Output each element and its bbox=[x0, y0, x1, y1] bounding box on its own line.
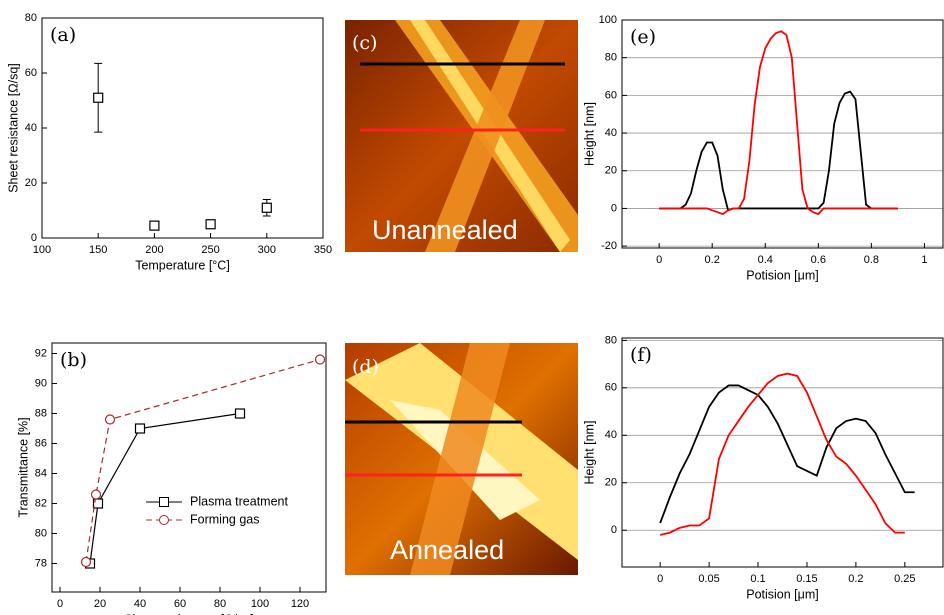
x-axis-label: Temperature [°C] bbox=[135, 258, 230, 272]
y-tick-label: 20 bbox=[605, 477, 617, 489]
marker bbox=[80, 556, 92, 568]
marker bbox=[314, 354, 326, 365]
plot-frame bbox=[41, 17, 324, 239]
y-tick-label: 80 bbox=[605, 334, 617, 346]
x-tick-label: 200 bbox=[145, 244, 163, 256]
x-tick-label: 40 bbox=[134, 598, 146, 610]
x-tick-label: 0.25 bbox=[894, 573, 915, 585]
series-line bbox=[659, 384, 915, 524]
x-tick-label: 0.15 bbox=[796, 573, 817, 585]
y-axis-label: Transmittance [%] bbox=[16, 417, 30, 517]
x-axis-label: Potision [μm] bbox=[746, 587, 819, 601]
x-tick-label: 0.2 bbox=[848, 573, 863, 585]
y-axis-label: Height [nm] bbox=[582, 102, 596, 166]
x-tick-label: 60 bbox=[174, 598, 186, 610]
legend-label: Plasma treatment bbox=[190, 494, 288, 508]
image-caption: Unannealed bbox=[372, 215, 518, 245]
x-axis-label: Sheet resistance [Ω/sq] bbox=[124, 612, 254, 615]
image-label: (d) bbox=[352, 356, 379, 378]
marker bbox=[90, 489, 102, 500]
y-tick-label: 40 bbox=[25, 122, 37, 134]
series-line bbox=[659, 30, 898, 216]
series-line bbox=[89, 412, 241, 564]
y-tick-label: 60 bbox=[605, 382, 617, 394]
marker bbox=[93, 92, 104, 103]
legend-label: Forming gas bbox=[190, 512, 259, 526]
panel-label: (f) bbox=[630, 344, 652, 366]
y-axis-label: Height [nm] bbox=[582, 421, 596, 485]
x-tick-label: 0.8 bbox=[864, 254, 879, 266]
y-tick-label: 88 bbox=[35, 407, 47, 419]
y-tick-label: 84 bbox=[35, 467, 47, 479]
x-tick-label: 100 bbox=[33, 244, 51, 256]
plot-frame bbox=[621, 337, 944, 568]
x-axis-label: Potision [μm] bbox=[746, 268, 819, 282]
x-tick-label: 100 bbox=[251, 598, 269, 610]
y-tick-label: 0 bbox=[31, 232, 37, 244]
marker bbox=[205, 219, 216, 230]
y-tick-label: 40 bbox=[605, 429, 617, 441]
x-tick-label: 0.1 bbox=[750, 573, 765, 585]
x-tick-label: 0.4 bbox=[758, 254, 773, 266]
image-caption: Annealed bbox=[390, 535, 504, 565]
y-tick-label: 92 bbox=[35, 347, 47, 359]
y-tick-label: -20 bbox=[601, 240, 617, 252]
y-tick-label: 80 bbox=[25, 12, 37, 24]
marker bbox=[104, 414, 116, 425]
series-line bbox=[659, 372, 905, 536]
x-tick-label: 20 bbox=[94, 598, 106, 610]
y-axis-label: Sheet resistance [Ω/sq] bbox=[6, 63, 20, 193]
x-tick-label: 0 bbox=[657, 573, 663, 585]
x-tick-label: 0 bbox=[57, 598, 63, 610]
image-label: (c) bbox=[352, 32, 377, 54]
x-tick-label: 150 bbox=[89, 244, 107, 256]
legend-marker bbox=[159, 515, 169, 525]
series-line bbox=[659, 90, 898, 212]
y-tick-label: 86 bbox=[35, 437, 47, 449]
x-tick-label: 0.6 bbox=[811, 254, 826, 266]
panel-label: (b) bbox=[60, 349, 87, 371]
afm-image-c: (c) Unannealed bbox=[345, 20, 578, 252]
y-tick-label: 20 bbox=[605, 165, 617, 177]
x-tick-label: 0 bbox=[656, 254, 662, 266]
x-tick-label: 0.2 bbox=[705, 254, 720, 266]
y-tick-label: 20 bbox=[25, 177, 37, 189]
y-tick-label: 100 bbox=[599, 14, 617, 26]
x-tick-label: 120 bbox=[291, 598, 309, 610]
plot-frame bbox=[621, 19, 944, 249]
marker bbox=[234, 408, 246, 419]
afm-image-d: (d) Annealed bbox=[345, 343, 578, 575]
legend-marker bbox=[159, 497, 169, 507]
y-tick-label: 82 bbox=[35, 497, 47, 509]
y-tick-label: 0 bbox=[611, 202, 617, 214]
panel-label: (e) bbox=[630, 26, 656, 48]
marker bbox=[149, 220, 160, 231]
x-tick-label: 0.05 bbox=[698, 573, 719, 585]
x-tick-label: 1 bbox=[921, 254, 927, 266]
y-tick-label: 0 bbox=[611, 524, 617, 536]
y-tick-label: 80 bbox=[35, 527, 47, 539]
y-tick-label: 60 bbox=[605, 89, 617, 101]
y-tick-label: 60 bbox=[25, 67, 37, 79]
marker bbox=[261, 202, 272, 213]
x-tick-label: 80 bbox=[214, 598, 226, 610]
y-tick-label: 40 bbox=[605, 127, 617, 139]
x-tick-label: 350 bbox=[314, 244, 332, 256]
x-tick-label: 250 bbox=[201, 244, 219, 256]
y-tick-label: 90 bbox=[35, 377, 47, 389]
plot-frame bbox=[51, 342, 327, 593]
panel-label: (a) bbox=[50, 24, 76, 46]
x-tick-label: 300 bbox=[258, 244, 276, 256]
y-tick-label: 78 bbox=[35, 557, 47, 569]
series-line bbox=[85, 358, 321, 563]
y-tick-label: 80 bbox=[605, 52, 617, 64]
marker bbox=[134, 423, 146, 434]
